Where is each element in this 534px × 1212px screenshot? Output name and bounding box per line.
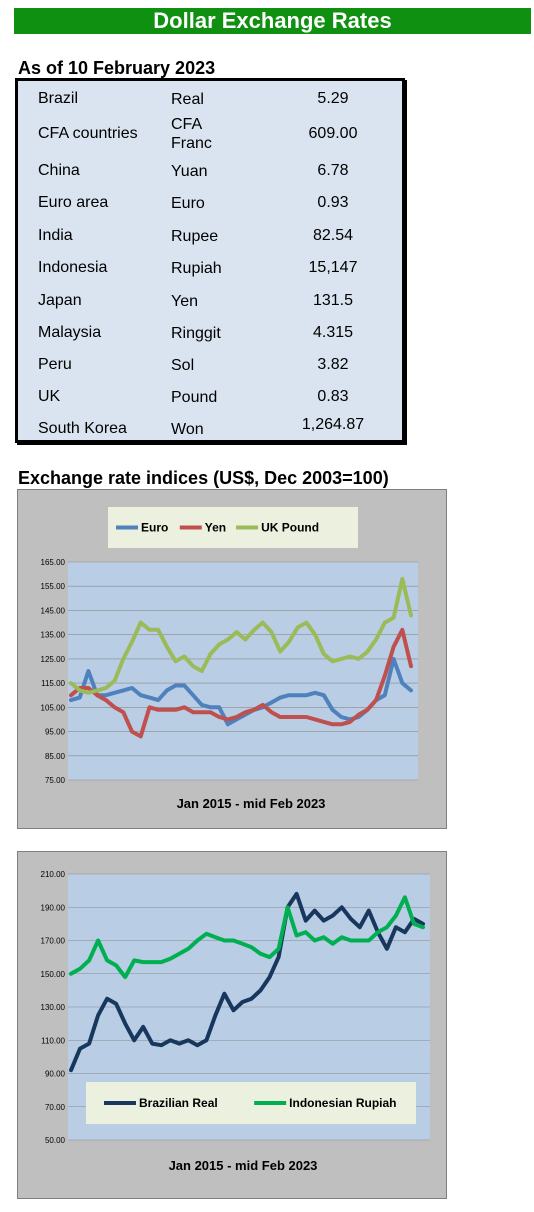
- currency-cell: Yen: [171, 293, 198, 310]
- page-banner: Dollar Exchange Rates: [14, 8, 531, 34]
- rate-cell: 1,264.87: [301, 416, 365, 433]
- currency-cell: Ringgit: [171, 325, 221, 342]
- rate-cell: 4.315: [312, 324, 354, 341]
- y-tick-label: 125.00: [41, 655, 66, 664]
- series-line-uk-pound: [69, 577, 413, 695]
- currency-cell: Pound: [171, 389, 218, 406]
- legend-label: Indonesian Rupiah: [289, 1096, 396, 1110]
- rate-cell: 609.00: [308, 125, 358, 142]
- currency-cell: CFA Franc: [171, 116, 212, 152]
- legend: [86, 1082, 416, 1124]
- y-tick-label: 50.00: [45, 1136, 66, 1145]
- y-tick-label: 165.00: [41, 558, 66, 567]
- y-tick-label: 130.00: [41, 1003, 66, 1012]
- y-tick-label: 145.00: [41, 606, 66, 615]
- legend-label: Brazilian Real: [139, 1096, 218, 1110]
- currency-cell: Won: [171, 421, 204, 438]
- currency-cell: Euro: [171, 195, 205, 212]
- country-cell: Euro area: [38, 194, 109, 211]
- rate-cell: 3.82: [317, 356, 349, 373]
- series-line-indonesian-rupiah: [69, 895, 425, 980]
- chart-panel-1: 75.00 85.00 95.00 105.00 115.00 125.00 135.00 1…: [17, 489, 447, 829]
- country-cell: South Korea: [38, 420, 127, 437]
- indices-title: Exchange rate indices (US$, Dec 2003=100…: [18, 468, 389, 488]
- series-line-brazilian-real: [69, 891, 425, 1073]
- x-axis-label: Jan 2015 - mid Feb 2023: [177, 796, 326, 811]
- y-tick-label: 90.00: [45, 1070, 66, 1079]
- rate-cell: 131.5: [312, 292, 354, 309]
- country-cell: India: [38, 227, 73, 244]
- x-axis-label: Jan 2015 - mid Feb 2023: [169, 1158, 318, 1173]
- country-cell: Brazil: [38, 90, 79, 107]
- y-tick-label: 210.00: [41, 870, 66, 879]
- legend-label: Euro: [141, 521, 168, 535]
- rate-cell: 5.29: [317, 90, 349, 107]
- y-tick-label: 150.00: [41, 970, 66, 979]
- legend-label: Yen: [205, 521, 226, 535]
- country-cell: Indonesia: [38, 259, 108, 276]
- currency-cell: Real: [171, 91, 204, 108]
- y-tick-label: 70.00: [45, 1103, 66, 1112]
- rate-cell: 82.54: [312, 227, 354, 244]
- country-cell: Japan: [38, 292, 82, 309]
- currency-index-chart-2: 50.00 70.00 90.00 110.00 130.00 150.00 170.00 1…: [41, 870, 430, 1173]
- currency-cell: Rupee: [171, 228, 219, 245]
- rate-cell: 15,147: [308, 259, 358, 276]
- y-tick-label: 110.00: [41, 1036, 65, 1045]
- legend-label: UK Pound: [261, 521, 319, 535]
- chart-panel-2: 50.00 70.00 90.00 110.00 130.00 150.00 170.00 1…: [17, 851, 447, 1199]
- series-line-yen: [69, 627, 413, 739]
- currency-cell: Sol: [171, 357, 195, 374]
- rate-cell: 6.78: [317, 162, 349, 179]
- y-tick-label: 135.00: [41, 631, 66, 640]
- currency-cell: Rupiah: [171, 260, 222, 277]
- y-tick-label: 155.00: [41, 582, 66, 591]
- rate-cell: 0.93: [317, 194, 349, 211]
- country-cell: UK: [38, 388, 61, 405]
- y-tick-label: 105.00: [41, 703, 66, 712]
- plot-area: [68, 562, 418, 780]
- y-tick-label: 85.00: [45, 752, 66, 761]
- rate-cell: 0.83: [317, 388, 349, 405]
- legend: [108, 507, 358, 548]
- country-cell: China: [38, 162, 80, 179]
- country-cell: Peru: [38, 356, 72, 373]
- currency-cell: Yuan: [171, 163, 208, 180]
- rates-title: As of 10 February 2023: [18, 58, 216, 78]
- y-tick-label: 95.00: [45, 728, 66, 737]
- country-cell: CFA countries: [38, 125, 138, 142]
- y-tick-label: 75.00: [45, 776, 66, 785]
- rates-table: Brazil Real 5.29 CFA countries CFA Franc 609.…: [15, 78, 405, 443]
- currency-index-chart-1: 75.00 85.00 95.00 105.00 115.00 125.00 135.00 1…: [41, 507, 418, 811]
- y-tick-label: 190.00: [41, 903, 66, 912]
- country-cell: Malaysia: [38, 324, 102, 341]
- y-tick-label: 170.00: [41, 937, 66, 946]
- y-tick-label: 115.00: [41, 679, 65, 688]
